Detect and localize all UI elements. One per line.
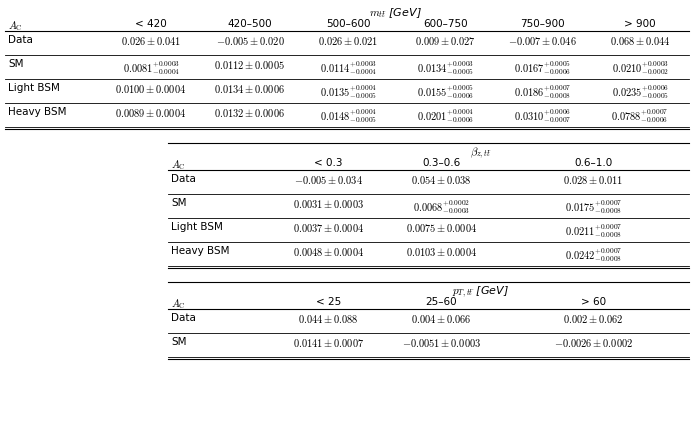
Text: $0.0175^{+0.0007}_{-0.0008}$: $0.0175^{+0.0007}_{-0.0008}$	[565, 198, 622, 216]
Text: $0.0068^{+0.0002}_{-0.0003}$: $0.0068^{+0.0002}_{-0.0003}$	[413, 198, 470, 216]
Text: SM: SM	[171, 337, 187, 347]
Text: $\beta_{z,t\bar{t}}$: $\beta_{z,t\bar{t}}$	[470, 146, 491, 161]
Text: < 0.3: < 0.3	[314, 158, 343, 168]
Text: Data: Data	[8, 35, 33, 45]
Text: $0.0310^{+0.0006}_{-0.0007}$: $0.0310^{+0.0006}_{-0.0007}$	[514, 107, 571, 125]
Text: > 900: > 900	[624, 19, 656, 29]
Text: Data: Data	[171, 313, 196, 323]
Text: 600–750: 600–750	[423, 19, 468, 29]
Text: $0.002 \pm 0.062$: $0.002 \pm 0.062$	[563, 313, 624, 325]
Text: $0.0081^{+0.0003}_{-0.0004}$: $0.0081^{+0.0003}_{-0.0004}$	[123, 59, 180, 77]
Text: $0.0112 \pm 0.0005$: $0.0112 \pm 0.0005$	[214, 59, 285, 71]
Text: $0.0186^{+0.0007}_{-0.0008}$: $0.0186^{+0.0007}_{-0.0008}$	[514, 83, 571, 101]
Text: SM: SM	[8, 59, 24, 69]
Text: $0.0788^{+0.0007}_{-0.0006}$: $0.0788^{+0.0007}_{-0.0006}$	[611, 107, 668, 125]
Text: $0.068 \pm 0.044$: $0.068 \pm 0.044$	[609, 35, 670, 47]
Text: $0.0100 \pm 0.0004$: $0.0100 \pm 0.0004$	[115, 83, 187, 95]
Text: Light BSM: Light BSM	[171, 222, 223, 232]
Text: SM: SM	[171, 198, 187, 208]
Text: $0.0103 \pm 0.0004$: $0.0103 \pm 0.0004$	[406, 246, 477, 258]
Text: $0.004 \pm 0.066$: $0.004 \pm 0.066$	[411, 313, 472, 325]
Text: 0.3–0.6: 0.3–0.6	[423, 158, 461, 168]
Text: Light BSM: Light BSM	[8, 83, 60, 93]
Text: $-0.005 \pm 0.020$: $-0.005 \pm 0.020$	[216, 35, 285, 47]
Text: 25–60: 25–60	[425, 297, 457, 307]
Text: $0.026 \pm 0.041$: $0.026 \pm 0.041$	[121, 35, 181, 47]
Text: $0.0089 \pm 0.0004$: $0.0089 \pm 0.0004$	[115, 107, 187, 119]
Text: $0.0211^{+0.0007}_{-0.0008}$: $0.0211^{+0.0007}_{-0.0008}$	[565, 222, 622, 240]
Text: $0.0210^{+0.0003}_{-0.0002}$: $0.0210^{+0.0003}_{-0.0002}$	[611, 59, 668, 77]
Text: $0.026 \pm 0.021$: $0.026 \pm 0.021$	[319, 35, 379, 47]
Text: < 25: < 25	[316, 297, 341, 307]
Text: Data: Data	[171, 174, 196, 184]
Text: $0.0048 \pm 0.0004$: $0.0048 \pm 0.0004$	[293, 246, 364, 258]
Text: $0.0148^{+0.0004}_{-0.0005}$: $0.0148^{+0.0004}_{-0.0005}$	[320, 107, 377, 125]
Text: $0.0132 \pm 0.0006$: $0.0132 \pm 0.0006$	[214, 107, 285, 119]
Text: 750–900: 750–900	[520, 19, 565, 29]
Text: 0.6–1.0: 0.6–1.0	[575, 158, 613, 168]
Text: $0.0135^{+0.0004}_{-0.0005}$: $0.0135^{+0.0004}_{-0.0005}$	[320, 83, 377, 101]
Text: $0.009 \pm 0.027$: $0.009 \pm 0.027$	[415, 35, 476, 47]
Text: $0.0155^{+0.0005}_{-0.0006}$: $0.0155^{+0.0005}_{-0.0006}$	[417, 83, 474, 101]
Text: $0.0235^{+0.0006}_{-0.0005}$: $0.0235^{+0.0006}_{-0.0005}$	[611, 83, 668, 101]
Text: $0.044 \pm 0.088$: $0.044 \pm 0.088$	[298, 313, 359, 325]
Text: $0.0114^{+0.0003}_{-0.0004}$: $0.0114^{+0.0003}_{-0.0004}$	[320, 59, 377, 77]
Text: > 60: > 60	[581, 297, 606, 307]
Text: $0.0031 \pm 0.0003$: $0.0031 \pm 0.0003$	[293, 198, 364, 210]
Text: $0.028 \pm 0.011$: $0.028 \pm 0.011$	[564, 174, 624, 186]
Text: $A_\mathrm{C}$: $A_\mathrm{C}$	[171, 297, 185, 311]
Text: $0.0075 \pm 0.0004$: $0.0075 \pm 0.0004$	[406, 222, 477, 234]
Text: $0.0167^{+0.0005}_{-0.0006}$: $0.0167^{+0.0005}_{-0.0006}$	[514, 59, 571, 77]
Text: $-0.0026 \pm 0.0002$: $-0.0026 \pm 0.0002$	[554, 337, 633, 349]
Text: $m_{t\bar{t}}$ [GeV]: $m_{t\bar{t}}$ [GeV]	[369, 6, 422, 20]
Text: $0.0141 \pm 0.0007$: $0.0141 \pm 0.0007$	[293, 337, 364, 349]
Text: $-0.005 \pm 0.034$: $-0.005 \pm 0.034$	[294, 174, 363, 186]
Text: $A_\mathrm{C}$: $A_\mathrm{C}$	[8, 19, 23, 33]
Text: $0.0201^{+0.0004}_{-0.0006}$: $0.0201^{+0.0004}_{-0.0006}$	[417, 107, 474, 125]
Text: $0.0134^{+0.0003}_{-0.0005}$: $0.0134^{+0.0003}_{-0.0005}$	[417, 59, 474, 77]
Text: $0.054 \pm 0.038$: $0.054 \pm 0.038$	[411, 174, 472, 186]
Text: Heavy BSM: Heavy BSM	[8, 107, 67, 117]
Text: $0.0134 \pm 0.0006$: $0.0134 \pm 0.0006$	[214, 83, 285, 95]
Text: $A_\mathrm{C}$: $A_\mathrm{C}$	[171, 158, 185, 172]
Text: 420–500: 420–500	[228, 19, 272, 29]
Text: $0.0037 \pm 0.0004$: $0.0037 \pm 0.0004$	[293, 222, 364, 234]
Text: < 420: < 420	[135, 19, 167, 29]
Text: $-0.007 \pm 0.046$: $-0.007 \pm 0.046$	[508, 35, 577, 47]
Text: $p_{T,t\bar{t}}$ [GeV]: $p_{T,t\bar{t}}$ [GeV]	[452, 285, 509, 300]
Text: 500–600: 500–600	[326, 19, 371, 29]
Text: $-0.0051 \pm 0.0003$: $-0.0051 \pm 0.0003$	[402, 337, 481, 349]
Text: Heavy BSM: Heavy BSM	[171, 246, 230, 256]
Text: $0.0242^{+0.0007}_{-0.0008}$: $0.0242^{+0.0007}_{-0.0008}$	[565, 246, 622, 264]
